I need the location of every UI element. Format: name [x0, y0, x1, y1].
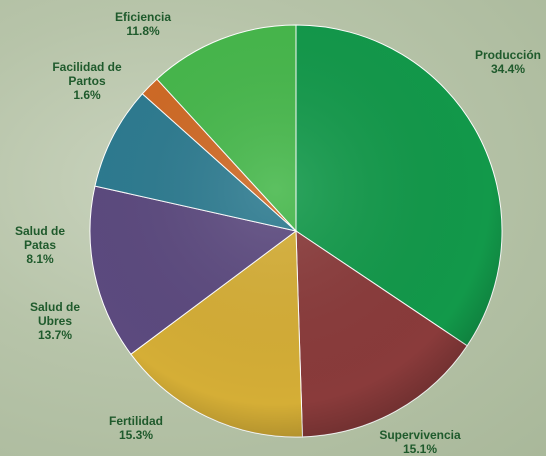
value-label: 1.6% — [52, 88, 122, 102]
category-label: Supervivencia — [370, 428, 470, 442]
value-label: 34.4% — [463, 62, 546, 76]
value-label: 15.3% — [96, 428, 176, 442]
value-label: 13.7% — [30, 328, 80, 342]
value-label: 15.1% — [370, 442, 470, 456]
value-label: 11.8% — [103, 24, 183, 38]
category-label: Fertilidad — [96, 414, 176, 428]
category-label: Eficiencia — [103, 10, 183, 24]
category-label: Producción — [463, 48, 546, 62]
page: {"chart_data": {"type": "pie", "categori… — [0, 0, 546, 456]
value-label: 8.1% — [12, 252, 68, 266]
category-label: Salud de Patas — [12, 224, 68, 252]
category-label: Salud de Ubres — [30, 300, 80, 328]
category-label: Facilidad de Partos — [52, 60, 122, 88]
pie — [90, 25, 502, 437]
